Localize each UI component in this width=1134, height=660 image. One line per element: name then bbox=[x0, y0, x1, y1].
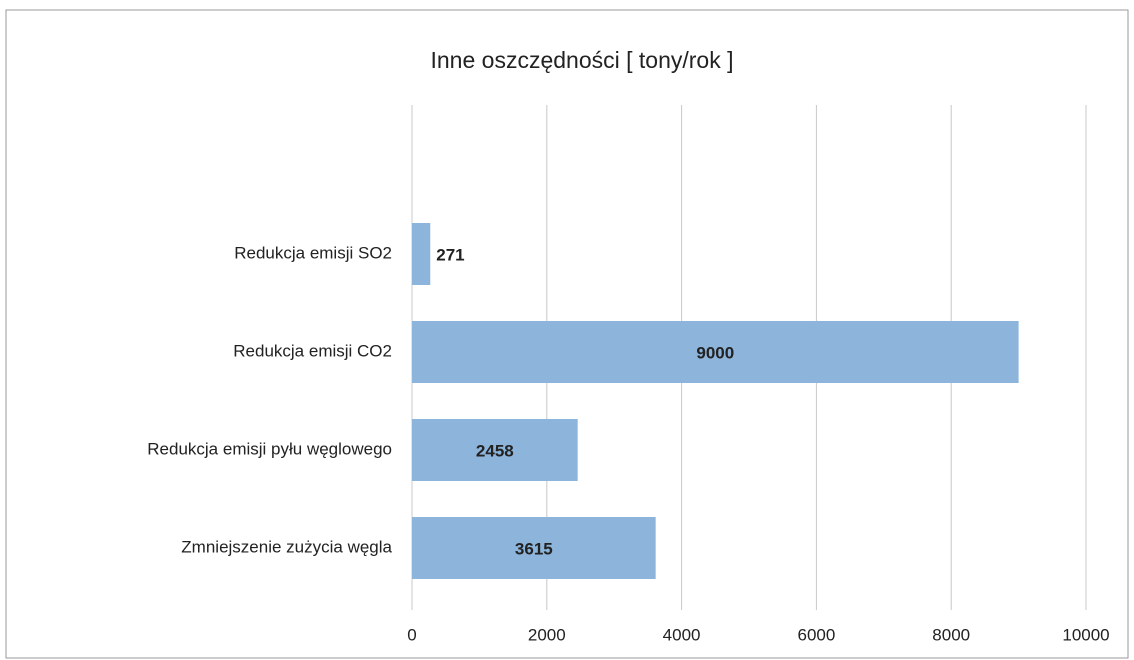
bar bbox=[412, 517, 656, 579]
value-label: 9000 bbox=[696, 343, 734, 362]
value-label: 271 bbox=[436, 245, 464, 264]
bar bbox=[412, 223, 431, 285]
x-tick-label: 2000 bbox=[528, 625, 566, 644]
y-tick-label: Zmniejszenie zużycia węgla bbox=[181, 537, 392, 556]
x-tick-label: 0 bbox=[407, 625, 416, 644]
y-tick-label: Redukcja emisji SO2 bbox=[234, 243, 392, 262]
bar bbox=[412, 321, 1019, 383]
chart-title: Inne oszczędności [ tony/rok ] bbox=[431, 47, 734, 73]
x-tick-label: 10000 bbox=[1062, 625, 1109, 644]
value-label: 2458 bbox=[476, 441, 514, 460]
y-tick-label: Redukcja emisji pyłu węglowego bbox=[147, 439, 392, 458]
x-tick-label: 8000 bbox=[932, 625, 970, 644]
x-tick-label: 6000 bbox=[797, 625, 835, 644]
bar bbox=[412, 419, 578, 481]
x-tick-label: 4000 bbox=[663, 625, 701, 644]
y-tick-label: Redukcja emisji CO2 bbox=[233, 341, 392, 360]
value-label: 3615 bbox=[515, 539, 553, 558]
